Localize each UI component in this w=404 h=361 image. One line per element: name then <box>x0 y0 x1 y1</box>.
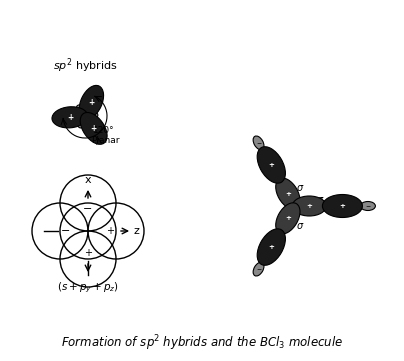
Ellipse shape <box>257 147 285 183</box>
Ellipse shape <box>287 203 297 209</box>
Text: −: − <box>83 204 93 214</box>
Text: +: + <box>84 248 92 258</box>
Text: $(s+p_y+p_z)$: $(s+p_y+p_z)$ <box>57 281 119 295</box>
Text: Planar: Planar <box>91 136 120 145</box>
Ellipse shape <box>52 107 88 128</box>
Text: $\it{Formation\ of\ sp}$$^2$$\it{\ hybrids\ and\ the\ BCl}_3\ \it{molecule}$: $\it{Formation\ of\ sp}$$^2$$\it{\ hybri… <box>61 334 343 353</box>
Ellipse shape <box>292 204 301 213</box>
Ellipse shape <box>276 178 300 209</box>
Text: σ: σ <box>297 183 303 193</box>
Text: −: − <box>256 267 261 271</box>
Text: +: + <box>285 216 291 221</box>
Text: 120°: 120° <box>93 126 115 135</box>
Text: $sp^2$ hybrids: $sp^2$ hybrids <box>53 56 118 75</box>
Ellipse shape <box>292 199 301 208</box>
Ellipse shape <box>84 111 98 120</box>
Text: x: x <box>85 175 91 185</box>
Text: +: + <box>339 203 345 209</box>
Ellipse shape <box>253 136 264 150</box>
Text: +: + <box>90 124 97 133</box>
Text: +: + <box>285 191 291 197</box>
Ellipse shape <box>78 115 88 128</box>
Text: σ: σ <box>297 221 303 231</box>
Text: +: + <box>106 226 114 236</box>
Text: σ: σ <box>316 195 322 205</box>
Text: z: z <box>134 226 140 236</box>
Text: +: + <box>67 113 73 122</box>
Ellipse shape <box>76 105 87 117</box>
Ellipse shape <box>80 113 107 144</box>
Text: −: − <box>365 204 370 209</box>
Text: −: − <box>256 140 261 145</box>
Text: +: + <box>268 162 274 168</box>
Ellipse shape <box>257 229 285 265</box>
Text: +: + <box>268 244 274 250</box>
Ellipse shape <box>322 195 362 217</box>
Ellipse shape <box>360 201 375 210</box>
Ellipse shape <box>253 262 264 276</box>
Text: −: − <box>61 226 70 236</box>
Ellipse shape <box>79 86 103 119</box>
Text: +: + <box>88 98 95 107</box>
Ellipse shape <box>292 196 326 216</box>
Text: +: + <box>306 203 312 209</box>
Ellipse shape <box>276 203 300 234</box>
